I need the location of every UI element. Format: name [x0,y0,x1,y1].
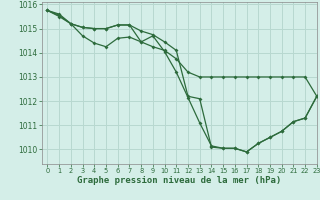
X-axis label: Graphe pression niveau de la mer (hPa): Graphe pression niveau de la mer (hPa) [77,176,281,185]
